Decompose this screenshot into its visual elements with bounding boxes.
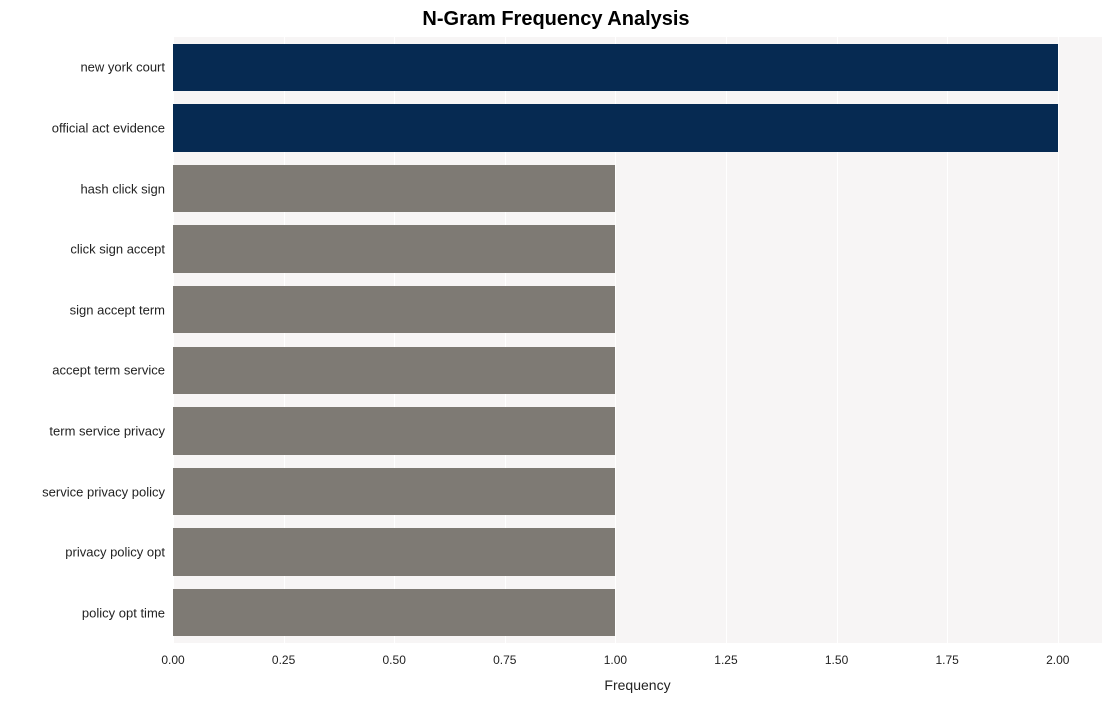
y-tick-label: term service privacy xyxy=(49,423,165,438)
chart-title: N-Gram Frequency Analysis xyxy=(0,8,1112,31)
y-tick-label: accept term service xyxy=(52,363,165,378)
x-tick-label: 1.25 xyxy=(714,653,737,667)
plot-area: Frequency new york courtofficial act evi… xyxy=(173,37,1102,643)
y-tick-label: click sign accept xyxy=(70,242,165,257)
x-axis-label: Frequency xyxy=(173,677,1102,693)
y-tick-label: sign accept term xyxy=(70,302,165,317)
bar xyxy=(173,165,615,212)
bar xyxy=(173,347,615,394)
y-tick-label: privacy policy opt xyxy=(65,545,165,560)
ngram-frequency-chart: N-Gram Frequency Analysis Frequency new … xyxy=(0,0,1112,701)
y-tick-label: new york court xyxy=(80,60,165,75)
y-tick-label: hash click sign xyxy=(80,181,165,196)
bar xyxy=(173,468,615,515)
x-tick-label: 1.50 xyxy=(825,653,848,667)
y-tick-label: service privacy policy xyxy=(42,484,165,499)
x-tick-label: 0.25 xyxy=(272,653,295,667)
bar xyxy=(173,104,1058,151)
bar xyxy=(173,589,615,636)
bar xyxy=(173,528,615,575)
bar xyxy=(173,286,615,333)
bar xyxy=(173,44,1058,91)
bar xyxy=(173,225,615,272)
x-tick-label: 0.75 xyxy=(493,653,516,667)
x-tick-label: 1.75 xyxy=(935,653,958,667)
x-tick-label: 2.00 xyxy=(1046,653,1069,667)
x-tick-label: 0.50 xyxy=(383,653,406,667)
y-tick-label: policy opt time xyxy=(82,605,165,620)
y-tick-label: official act evidence xyxy=(52,120,165,135)
x-tick-label: 1.00 xyxy=(604,653,627,667)
x-tick-label: 0.00 xyxy=(161,653,184,667)
bar xyxy=(173,407,615,454)
grid-line xyxy=(1058,37,1059,643)
